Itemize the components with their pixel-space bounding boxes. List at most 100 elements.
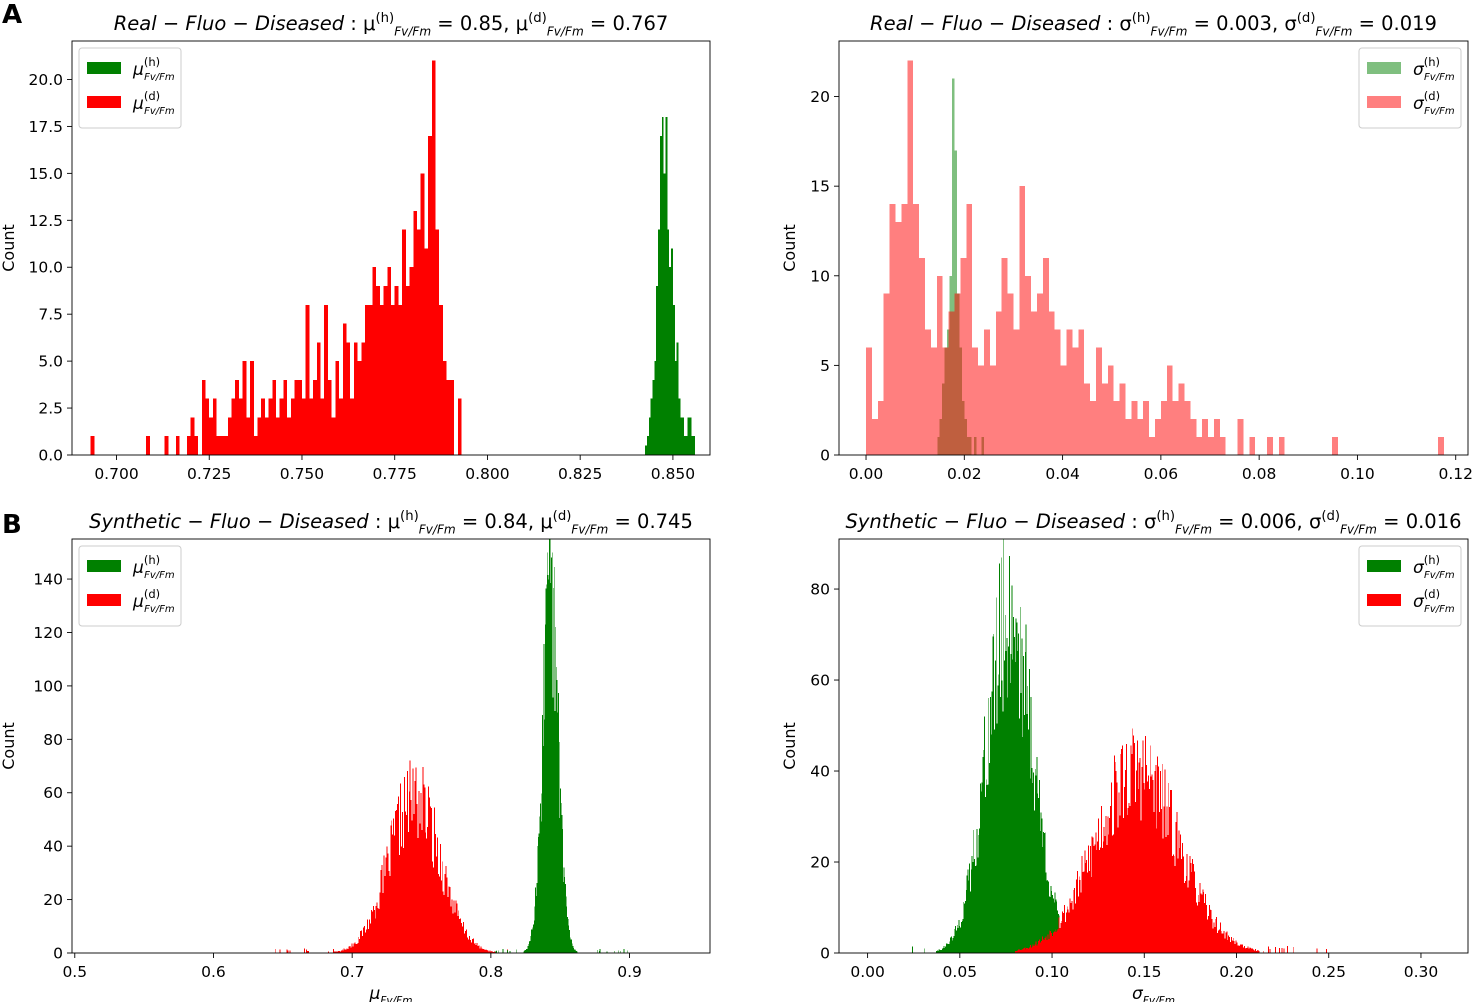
healthy-bar: [532, 929, 534, 953]
healthy-bar: [960, 927, 961, 953]
diseased-bar: [220, 436, 228, 455]
diseased-bar: [1001, 257, 1008, 455]
diseased-bar: [871, 419, 878, 455]
healthy-bar: [976, 829, 978, 953]
diseased-bar: [1166, 806, 1168, 953]
diseased-bar: [303, 948, 305, 953]
healthy-bar: [548, 579, 550, 953]
healthy-bar: [1006, 638, 1008, 953]
diseased-bar: [305, 949, 307, 953]
diseased-bar: [477, 945, 479, 953]
diseased-bar: [309, 398, 314, 455]
diseased-bar: [227, 417, 232, 455]
legend-swatch: [87, 96, 121, 108]
diseased-bar: [1108, 834, 1110, 953]
y-tick-label: 0: [53, 945, 63, 963]
diseased-bar: [405, 814, 407, 953]
healthy-bar: [542, 746, 544, 953]
diseased-bar: [274, 949, 276, 953]
diseased-bar: [1194, 871, 1196, 953]
diseased-bar: [1042, 938, 1044, 953]
healthy-bar: [623, 948, 625, 953]
diseased-bar: [1184, 880, 1186, 953]
diseased-bar: [412, 768, 414, 953]
diseased-bar: [340, 950, 342, 953]
diseased-bar: [1234, 944, 1236, 953]
y-tick-label: 40: [43, 838, 63, 856]
diseased-bar: [954, 293, 961, 455]
healthy-bar: [650, 398, 653, 455]
diseased-bar: [378, 908, 380, 953]
diseased-bar: [479, 948, 481, 953]
healthy-bar: [565, 884, 566, 953]
diseased-bar: [1117, 827, 1119, 953]
diseased-bar: [1040, 940, 1042, 953]
diseased-bar: [1050, 930, 1052, 953]
diseased-bar: [1236, 942, 1238, 953]
diseased-bar: [1205, 894, 1207, 953]
diseased-bar: [1159, 770, 1161, 953]
diseased-bar: [1107, 816, 1109, 953]
diseased-bar: [1141, 766, 1143, 953]
diseased-bar: [1256, 950, 1258, 953]
healthy-bar: [661, 117, 664, 455]
diseased-bar: [359, 939, 361, 953]
diseased-bar: [485, 949, 487, 953]
diseased-bar: [1179, 848, 1181, 953]
diseased-bar: [1033, 946, 1035, 953]
healthy-bar: [1034, 768, 1036, 953]
title-part: Synthetic − Fluo − Diseased: [89, 510, 369, 533]
diseased-bar: [1130, 745, 1132, 953]
diseased-bar: [1070, 902, 1072, 953]
y-axis-label: Count: [780, 224, 799, 272]
diseased-bar: [1016, 950, 1018, 953]
legend-swatch: [1367, 594, 1401, 606]
x-axis-label: σFv/Fm​: [1132, 984, 1175, 1002]
diseased-bar: [209, 417, 213, 455]
title-part: = 0.85, μ: [431, 12, 528, 35]
diseased-bar: [313, 379, 317, 455]
healthy-bar: [671, 248, 673, 455]
healthy-bar: [994, 660, 996, 953]
diseased-bar: [382, 893, 384, 953]
healthy-bar: [606, 951, 608, 953]
diseased-bar: [413, 813, 415, 953]
diseased-bar: [417, 838, 419, 953]
diseased-bar: [1251, 948, 1253, 953]
healthy-bar: [531, 929, 532, 953]
diseased-bar: [1151, 774, 1153, 953]
healthy-bar: [669, 267, 672, 455]
chart-A2: 0.00 0.02 0.04 0.06 0.08 0.10 0.12 0 5 10 15 20 Coun…: [780, 11, 1473, 483]
healthy-bar: [523, 951, 525, 953]
diseased-bar: [345, 949, 347, 953]
diseased-bar: [1438, 437, 1444, 455]
diseased-bar: [397, 804, 399, 953]
diseased-bar: [446, 877, 448, 953]
legend: μ(h) Fv/Fmμ(d) Fv/Fm: [78, 47, 182, 129]
healthy-bar: [947, 944, 949, 953]
healthy-bar: [555, 627, 557, 953]
diseased-bar: [1074, 888, 1076, 953]
diseased-bar: [1030, 947, 1032, 953]
healthy-bar: [526, 949, 527, 953]
diseased-bar: [1017, 949, 1019, 953]
diseased-bar: [1240, 944, 1242, 953]
healthy-bar: [665, 117, 668, 455]
title-part: (h): [400, 509, 419, 524]
diseased-bar: [889, 204, 896, 455]
healthy-bar: [945, 946, 946, 953]
diseased-bar: [367, 929, 369, 953]
healthy-bar: [533, 924, 534, 953]
healthy-bar: [1052, 895, 1054, 953]
diseased-bar: [442, 891, 444, 953]
healthy-bar: [936, 950, 938, 953]
healthy-bar: [1054, 892, 1056, 953]
healthy-bar: [1008, 646, 1010, 953]
healthy-bar: [516, 949, 518, 953]
healthy-bar: [1033, 772, 1034, 953]
healthy-bar: [530, 935, 532, 953]
healthy-bar: [524, 949, 526, 953]
legend-label: μ(d) Fv/Fm: [132, 89, 175, 117]
diseased-bar: [470, 942, 472, 953]
diseased-bar: [383, 286, 388, 455]
